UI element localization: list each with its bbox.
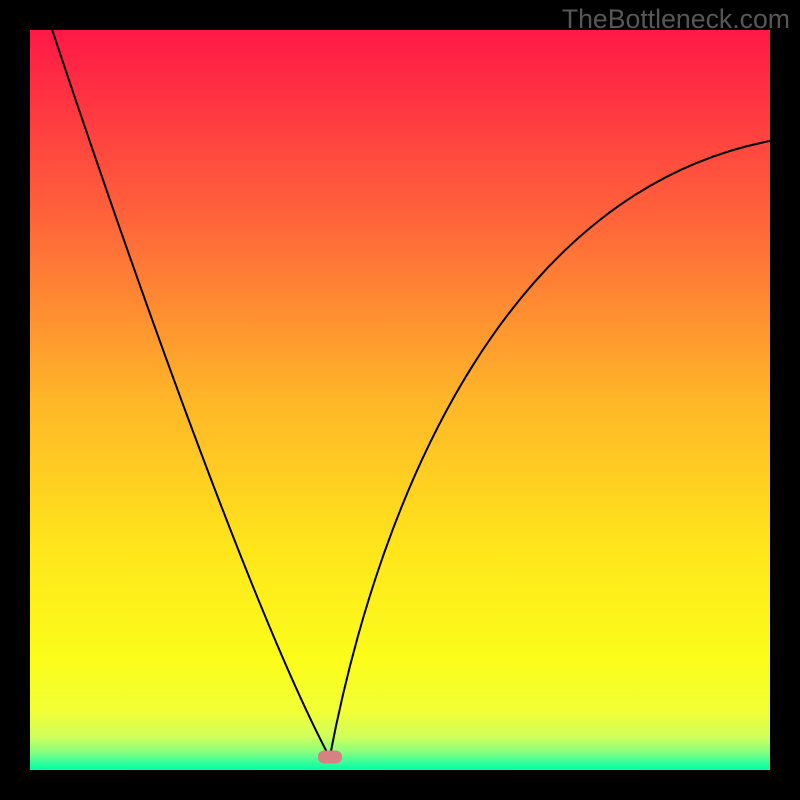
gradient-background <box>30 30 770 770</box>
chart-svg <box>30 30 770 770</box>
optimal-point-marker <box>318 751 342 764</box>
chart-container: TheBottleneck.com <box>0 0 800 800</box>
plot-area <box>30 30 770 770</box>
watermark-text: TheBottleneck.com <box>562 4 790 35</box>
